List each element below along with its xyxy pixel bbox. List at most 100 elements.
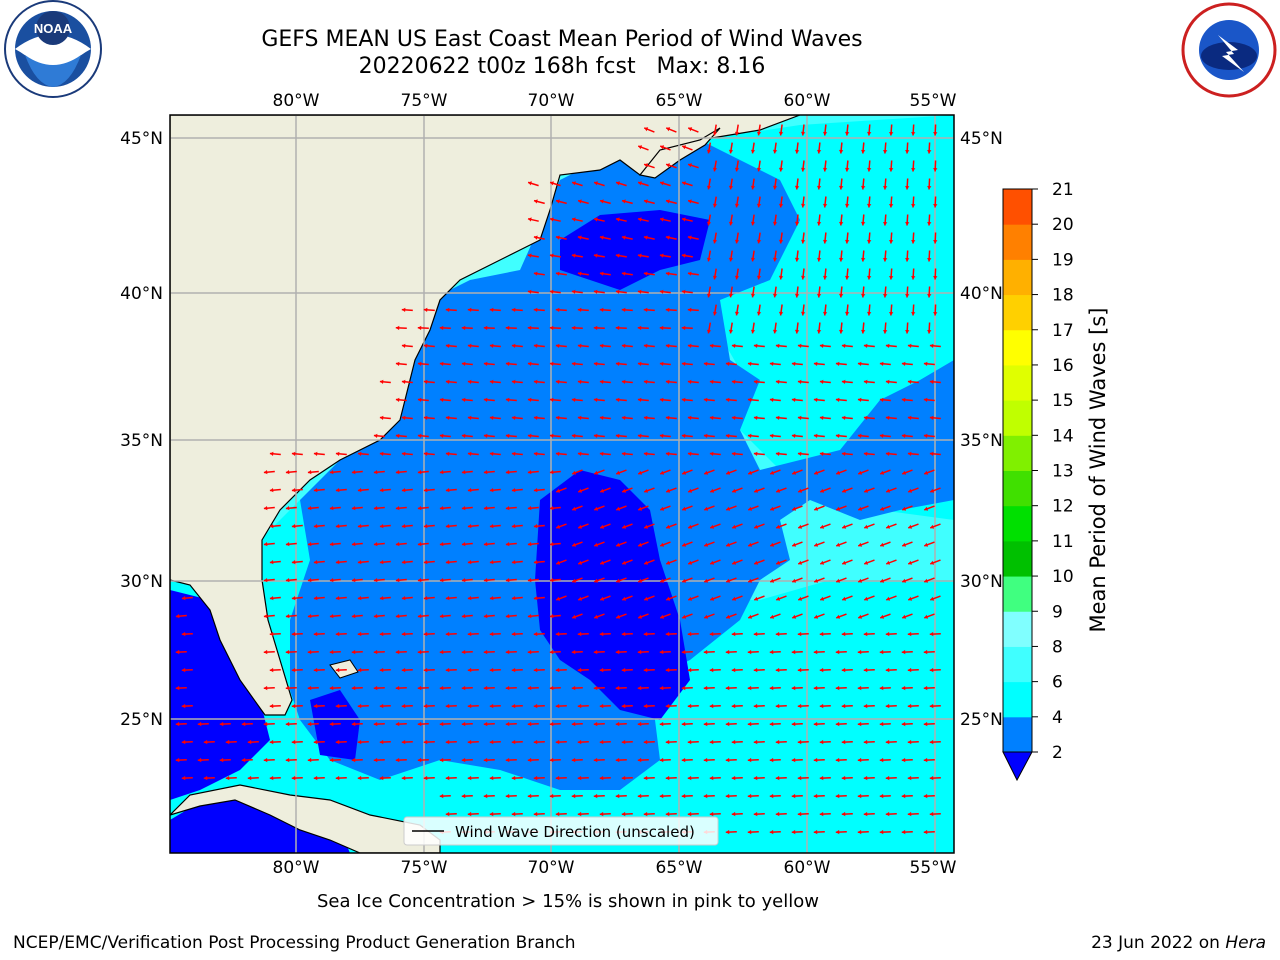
wind-wave-arrowhead [797, 451, 802, 456]
wind-wave-arrowhead [638, 470, 643, 475]
wind-wave-arrowhead [489, 379, 494, 384]
wind-wave-arrowhead [665, 271, 670, 276]
wind-wave-arrowhead [417, 578, 422, 583]
wind-wave-arrowhead [791, 829, 796, 835]
land-north-america [170, 115, 801, 716]
wind-wave-arrowhead [886, 560, 891, 565]
wind-wave-arrowhead [682, 542, 687, 547]
wind-wave-arrowhead [889, 204, 894, 208]
wind-wave-arrowhead [801, 311, 806, 316]
wind-wave-arrowhead [423, 415, 428, 420]
wind-wave-arrowhead [395, 470, 400, 475]
wind-wave-arrowhead [867, 275, 872, 280]
wind-wave-arrowhead [902, 470, 907, 475]
wind-wave-arrowhead [907, 811, 912, 817]
colorbar-tick-label: 20 [1052, 215, 1074, 235]
wind-wave-arrowhead [753, 379, 758, 384]
wind-wave-arrowhead [880, 470, 885, 475]
wind-wave-arrowhead [725, 793, 730, 799]
wind-wave-arrowhead [638, 614, 643, 619]
wind-wave-arrowhead [175, 757, 180, 763]
wind-wave-arrowhead [291, 703, 296, 709]
wind-wave-arrowhead [861, 329, 866, 334]
wind-wave-arrowhead [578, 560, 583, 565]
wind-wave-arrowhead [556, 596, 561, 601]
wind-wave-arrowhead [181, 667, 186, 673]
wind-wave-arrowhead [505, 397, 510, 402]
wind-wave-arrowhead [879, 829, 884, 835]
wind-wave-arrowhead [886, 488, 891, 493]
wind-wave-arrowhead [907, 703, 912, 709]
wind-wave-arrowhead [549, 578, 554, 583]
wind-wave-arrowhead [688, 127, 693, 132]
wind-wave-arrowhead [813, 793, 818, 799]
wind-wave-arrowhead [489, 415, 494, 420]
wind-wave-arrowhead [813, 757, 818, 763]
wind-wave-arrowhead [665, 739, 670, 745]
wind-wave-arrowhead [885, 667, 890, 673]
colorbar-tick-label: 13 [1052, 462, 1074, 482]
wind-wave-arrowhead [841, 415, 846, 420]
wind-wave-arrowhead [549, 470, 554, 475]
wind-wave-arrowhead [197, 721, 202, 727]
period-zone-under-2-central [535, 470, 690, 720]
colorbar-tick-label: 18 [1052, 286, 1074, 306]
wind-wave-arrowhead [750, 329, 756, 334]
wind-wave-arrowhead [681, 757, 686, 763]
wind-wave-arrowhead [857, 649, 862, 655]
wind-wave-arrowhead [687, 667, 692, 673]
wind-wave-arrowhead [725, 433, 730, 438]
wind-wave-arrowhead [638, 506, 643, 511]
wind-wave-arrowhead [599, 739, 604, 745]
wind-wave-arrowhead [461, 685, 466, 691]
wind-wave-arrowhead [819, 379, 824, 384]
wind-wave-arrowhead [709, 343, 714, 348]
wind-wave-arrowhead [911, 168, 916, 172]
wind-wave-arrowhead [929, 667, 934, 673]
wind-wave-arrowhead [710, 560, 715, 565]
graticule [170, 115, 954, 853]
wind-wave-arrowhead [622, 524, 627, 529]
wind-wave-arrowhead [725, 757, 730, 763]
wind-wave-arrowhead [533, 451, 538, 456]
wind-wave-arrowhead [682, 470, 687, 475]
wind-wave-arrowhead [660, 506, 665, 511]
wind-wave-arrowhead [842, 560, 847, 565]
wind-wave-arrowhead [615, 793, 620, 799]
wind-wave-arrowhead [681, 649, 686, 655]
colorbar-cell [1003, 224, 1032, 260]
wind-wave-arrowhead [798, 488, 803, 493]
wind-wave-arrowhead [335, 596, 340, 601]
wind-wave-arrowhead [528, 217, 532, 222]
colorbar-ticks: 2 4 6 8 9 10 11 12 13 14 15 16 17 18 19 20 21 [1032, 180, 1074, 763]
wind-wave-arrowhead [835, 721, 840, 727]
wind-wave-arrowhead [461, 649, 466, 655]
wind-wave-arrowhead [841, 343, 846, 348]
wind-wave-arrowhead [373, 614, 378, 619]
wind-wave-arrowhead [313, 739, 318, 745]
footer-date: 23 Jun 2022 on Hera [1091, 933, 1266, 953]
colorbar-cell [1003, 540, 1032, 577]
wind-wave-arrowhead [857, 433, 862, 438]
wind-wave-arrowhead [772, 185, 778, 190]
wind-wave-arrowhead [439, 361, 444, 366]
wind-wave-arrowhead [533, 307, 538, 312]
colorbar-tick-label: 16 [1052, 356, 1074, 376]
wind-wave-arrowhead [527, 253, 532, 258]
wind-wave-arrowhead [505, 433, 510, 438]
colorbar-tick-label: 15 [1052, 391, 1074, 411]
wind-wave-arrowhead [615, 325, 620, 331]
wind-wave-arrowhead [357, 631, 362, 637]
wind-wave-arrowhead [858, 470, 863, 475]
wind-wave-arrowhead [577, 271, 582, 276]
wind-wave-arrowhead [756, 203, 762, 208]
wind-wave-arrowhead [923, 649, 928, 655]
wind-wave-arrowhead [703, 649, 708, 655]
wind-wave-arrowhead [902, 506, 907, 511]
colorbar-tick-label: 9 [1052, 602, 1063, 622]
wind-wave-arrowhead [923, 829, 928, 835]
wind-wave-arrowhead [638, 217, 642, 222]
wind-wave-arrowhead [748, 506, 753, 511]
wind-wave-arrowhead [445, 703, 450, 709]
